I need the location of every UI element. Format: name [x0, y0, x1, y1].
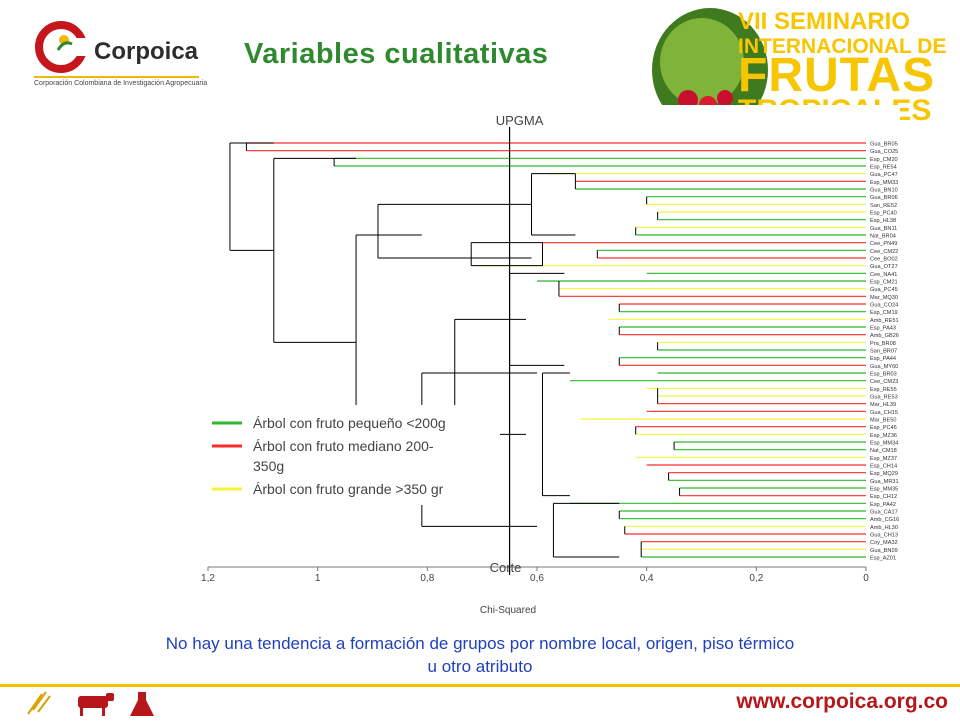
x-axis-label: Chi-Squared: [480, 605, 536, 616]
corpoica-logo: Corpoica Corporación Colombiana de Inves…: [34, 20, 208, 90]
x-tick-label: 1,2: [201, 573, 215, 584]
leaf-label: Mar_HL39: [870, 402, 896, 408]
leaf-label: Esp_HL38: [870, 218, 896, 224]
leaf-label: Nat_CM18: [870, 448, 897, 454]
leaf-label: Gua_PC47: [870, 172, 898, 178]
leaf-label: Cee_NA41: [870, 272, 897, 278]
leaf-label: Esp_PC46: [870, 425, 897, 431]
leaf-label: Gua_MR31: [870, 479, 899, 485]
logo-divider: [34, 76, 199, 78]
leaf-label: Gua_CA17: [870, 510, 898, 516]
chart-title: UPGMA: [496, 113, 544, 128]
leaf-label: Gua_BR05: [870, 142, 898, 148]
x-tick-label: 0,8: [420, 573, 434, 584]
leaf-label: Gua_BN10: [870, 188, 898, 194]
leaf-label: Pra_BR08: [870, 341, 896, 347]
leaf-label: Esp_PA43: [870, 326, 896, 332]
corpoica-c-icon: [35, 21, 88, 73]
x-tick-label: 0,4: [640, 573, 654, 584]
leaf-label: Esp_RE54: [870, 165, 897, 171]
leaf-label: Esp_MM34: [870, 441, 898, 447]
leaf-label: Amb_RE51: [870, 318, 899, 324]
banner-line-2: INTERNACIONAL DE: [738, 35, 947, 58]
leaf-label: Gua_BR06: [870, 195, 898, 201]
cut-label: Corte: [490, 560, 522, 575]
logo-name: Corpoica: [94, 38, 199, 65]
leaf-label: Esp_CH12: [870, 494, 897, 500]
leaf-label: Esp_CM20: [870, 157, 898, 163]
leaf-label: Esp_CM21: [870, 280, 898, 286]
flask-icon: [130, 692, 154, 716]
leaf-label: San_BR07: [870, 349, 897, 355]
cow-icon: [78, 693, 114, 716]
leaf-label: Cee_PN49: [870, 241, 897, 247]
leaf-label: Gua_MY60: [870, 364, 898, 370]
leaf-label: Cee_CM22: [870, 249, 898, 255]
leaf-label: Mar_BE50: [870, 418, 896, 424]
leaf-label: Gua_CO25: [870, 149, 898, 155]
leaf-label: Gua_OT27: [870, 264, 898, 270]
leaf-label: Esp_MZ37: [870, 456, 897, 462]
page-title: Variables cualitativas: [244, 38, 549, 70]
leaf-label: Esp_RE55: [870, 387, 897, 393]
leaf-label: San_RE52: [870, 203, 897, 209]
footer-icons: [20, 688, 160, 718]
leaf-label: Gua_CO24: [870, 303, 898, 309]
leaf-label: Esp_MQ29: [870, 471, 898, 477]
leaf-label: Mar_MQ30: [870, 295, 898, 301]
website-url: www.corpoica.org.co: [736, 690, 948, 713]
leaf-label: Nat_BR04: [870, 234, 896, 240]
note-line-1: No hay una tendencia a formación de grup…: [165, 634, 795, 653]
leaf-label: Esp_CH14: [870, 464, 897, 470]
legend: Árbol con fruto pequeño <200g Árbol con f…: [210, 405, 500, 505]
leaf-label: Esp_AZ01: [870, 556, 896, 562]
banner-line-1: VII SEMINARIO: [738, 8, 911, 35]
banner-line-3: FRUTAS: [738, 49, 936, 102]
leaf-label: Cee_CM23: [870, 379, 898, 385]
event-banner: VII SEMINARIO INTERNACIONAL DE FRUTAS TR…: [650, 0, 960, 135]
leaf-label: Esp_MM35: [870, 487, 898, 493]
leaf-label: Amb_GB26: [870, 333, 899, 339]
leaf-label: Gua_CH13: [870, 533, 898, 539]
wheat-icon: [27, 691, 51, 715]
leaf-label: Esp_MM33: [870, 180, 898, 186]
x-tick-label: 1: [315, 573, 321, 584]
leaf-label: Gua_PC45: [870, 287, 898, 293]
leaf-label: Esp_PA44: [870, 356, 896, 362]
leaf-label: Esp_PC40: [870, 211, 897, 217]
x-axis: 1,2 1 0,8 0,6 0,4 0,2 0: [201, 566, 869, 584]
leaf-label: Esp_MZ36: [870, 433, 897, 439]
conclusion-note: No hay una tendencia a formación de grup…: [20, 633, 940, 679]
leaf-label: Esp_CM19: [870, 310, 898, 316]
leaf-label: Gua_BN09: [870, 548, 898, 554]
leaf-label: Cee_BO02: [870, 257, 898, 263]
leaf-label: Esp_PA42: [870, 502, 896, 508]
legend-label: 350g: [253, 458, 284, 474]
leaf-label: Gua_CH15: [870, 410, 898, 416]
fruit-illustration-icon: [652, 8, 768, 132]
legend-label: Árbol con fruto grande >350 gr: [253, 481, 444, 497]
leaf-label: Amb_CG16: [870, 517, 899, 523]
x-tick-label: 0,2: [749, 573, 763, 584]
leaf-label: Esp_BR03: [870, 372, 897, 378]
footer-divider: [0, 684, 960, 687]
legend-label: Árbol con fruto mediano 200-: [253, 438, 434, 454]
x-tick-label: 0: [863, 573, 869, 584]
leaf-label: Gua_BN11: [870, 226, 897, 232]
logo-subtitle: Corporación Colombiana de Investigación …: [34, 80, 208, 87]
legend-background: [210, 405, 500, 505]
x-tick-label: 0,6: [530, 573, 544, 584]
leaf-label: Coy_MA32: [870, 540, 898, 546]
header: Corpoica Corporación Colombiana de Inves…: [0, 0, 960, 105]
leaf-label: Amb_HL30: [870, 525, 898, 531]
leaf-label: Gua_RE53: [870, 395, 898, 401]
legend-label: Árbol con fruto pequeño <200g: [253, 415, 446, 431]
dendrogram-figure: Gua_BR05 Gua_CO25 Esp_CM20 Esp_RE54 Gua_PC47…: [190, 105, 900, 620]
note-line-2: u otro atributo: [427, 656, 533, 676]
